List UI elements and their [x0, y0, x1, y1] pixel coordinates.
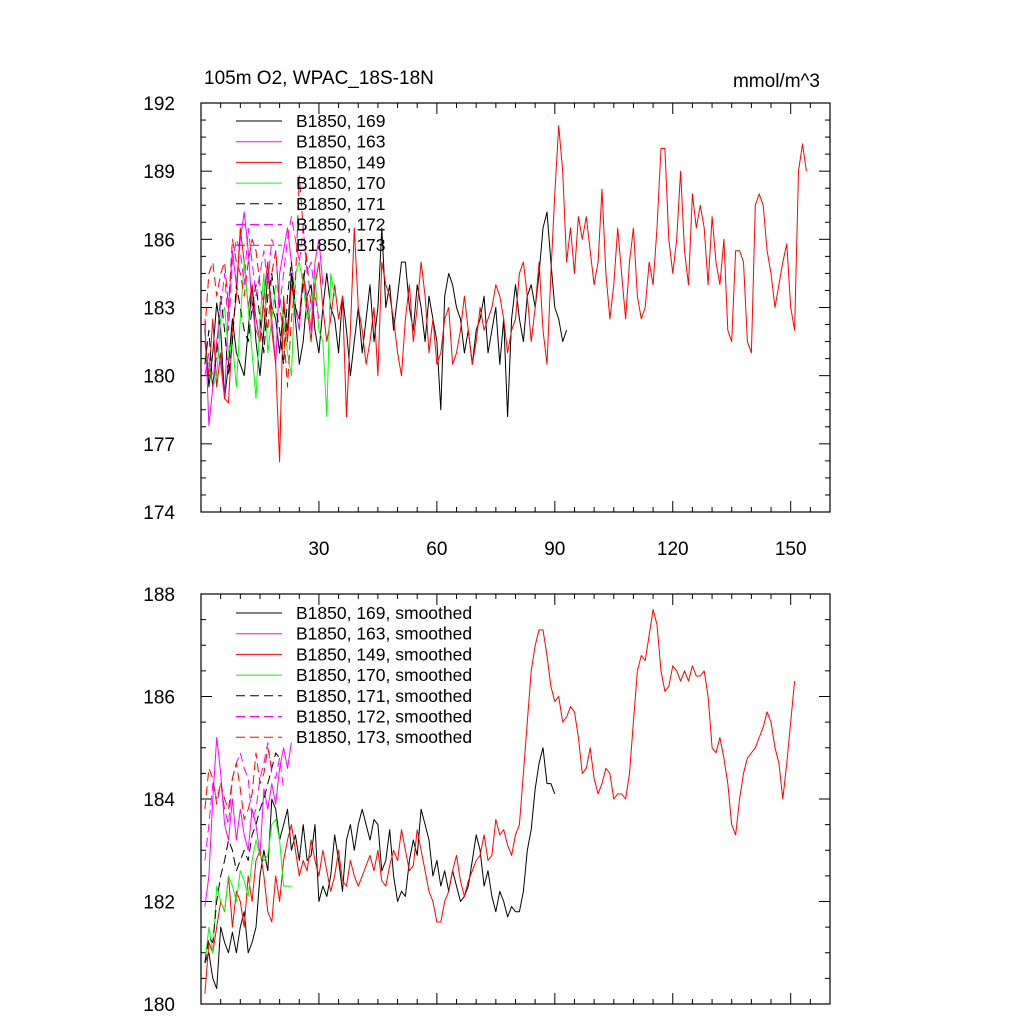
y-tick-label: 180: [143, 367, 175, 388]
series-line-b1850-170: [204, 261, 336, 418]
x-tick-label: 150: [775, 539, 807, 560]
y-tick-label: 186: [143, 230, 175, 251]
units-label: mmol/m^3: [733, 71, 820, 92]
legend-label: B1850, 173: [296, 235, 386, 255]
legend-label: B1850, 163: [296, 132, 386, 152]
series-line-b1850-149-smoothed: [204, 608, 796, 994]
series-line-b1850-169: [204, 211, 568, 418]
y-tick-label: 186: [143, 688, 175, 709]
series-line-b1850-163-smoothed: [204, 737, 292, 907]
x-tick-label: 90: [544, 539, 565, 560]
legend-label: B1850, 169: [296, 111, 386, 131]
legend-label: B1850, 170: [296, 173, 386, 193]
series-line-b1850-172: [204, 216, 320, 388]
legend-label: B1850, 171, smoothed: [296, 686, 472, 706]
series-line-b1850-149: [204, 125, 807, 463]
y-tick-label: 192: [143, 94, 175, 115]
legend-label: B1850, 170, smoothed: [296, 665, 472, 685]
x-tick-label: 60: [426, 539, 447, 560]
y-tick-label: 180: [143, 995, 175, 1016]
series-line-b1850-171: [204, 250, 308, 388]
y-tick-label: 189: [143, 162, 175, 183]
y-tick-label: 174: [143, 503, 175, 524]
legend-label: B1850, 169, smoothed: [296, 603, 472, 623]
legend-label: B1850, 172, smoothed: [296, 707, 472, 727]
legend-label: B1850, 163, smoothed: [296, 624, 472, 644]
top-panel: 105m O2, WPAC_18S-18N mmol/m^3 30 60 90 120…: [143, 68, 831, 560]
series-line-b1850-173-smoothed: [204, 747, 273, 820]
legend-label: B1850, 172: [296, 215, 386, 235]
y-tick-label: 183: [143, 299, 175, 320]
series-line-b1850-172-smoothed: [204, 742, 285, 861]
y-tick-label: 188: [143, 585, 175, 606]
y-tick-label: 177: [143, 435, 175, 456]
legend-label: B1850, 173, smoothed: [296, 727, 472, 747]
legend-label: B1850, 149, smoothed: [296, 644, 472, 664]
series-line-b1850-171-smoothed: [204, 752, 280, 964]
y-tick-label: 184: [143, 790, 175, 811]
series-line-b1850-169-smoothed: [204, 747, 556, 990]
series-line-b1850-173: [204, 175, 312, 388]
y-tick-label: 182: [143, 893, 175, 914]
x-tick-label: 30: [308, 539, 329, 560]
legend-label: B1850, 171: [296, 194, 386, 214]
series-line-b1850-170-smoothed: [204, 819, 292, 964]
legend-label: B1850, 149: [296, 152, 386, 172]
x-tick-label: 120: [657, 539, 689, 560]
chart-title: 105m O2, WPAC_18S-18N: [204, 68, 434, 89]
